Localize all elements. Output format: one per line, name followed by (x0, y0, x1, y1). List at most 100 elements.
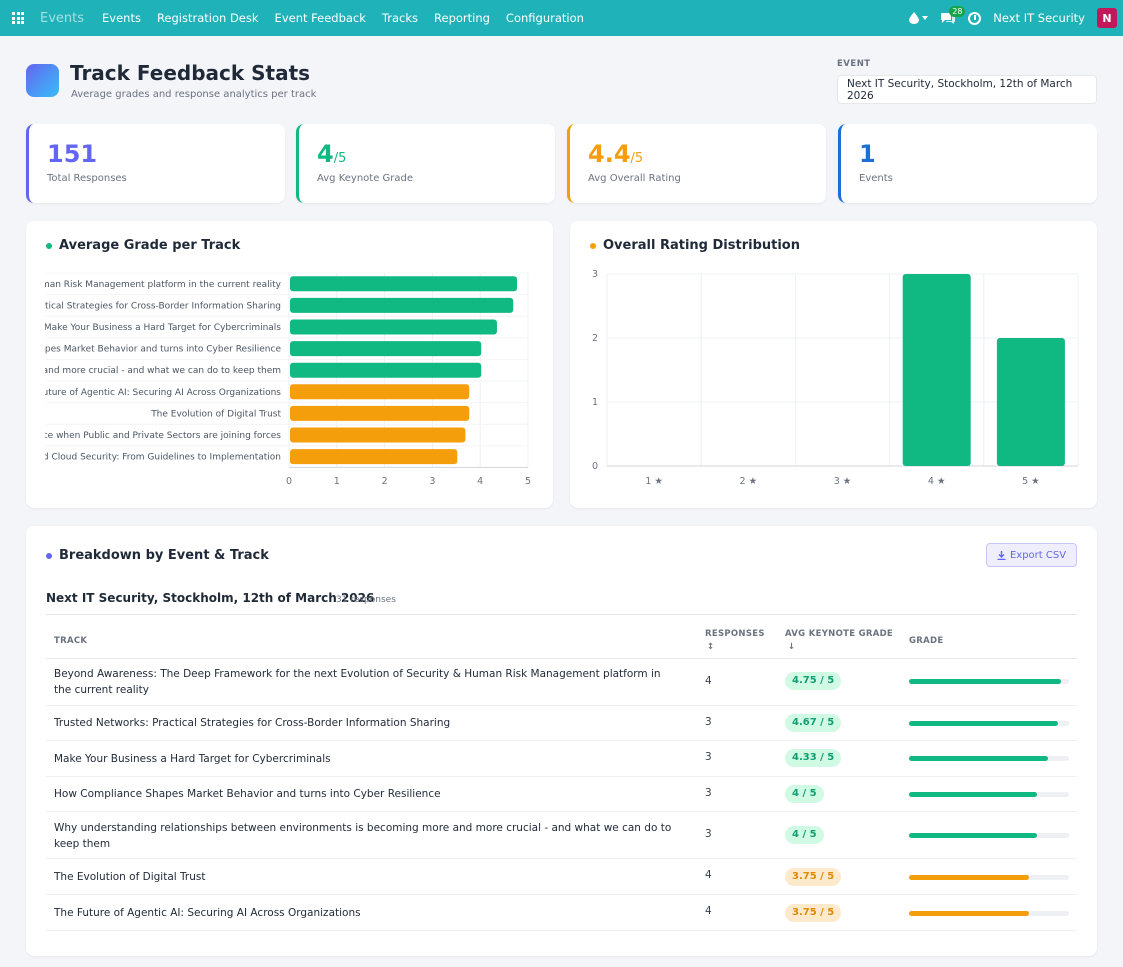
y-tick-label: 3 (592, 269, 598, 280)
event-group-count: 31 responses (336, 595, 396, 605)
response-count: 4 (705, 869, 712, 881)
grade-bar-fill (909, 833, 1037, 838)
bar (290, 341, 482, 357)
table-row[interactable]: Beyond Awareness: The Deep Framework for… (46, 659, 1077, 706)
export-csv-label: Export CSV (1009, 549, 1067, 561)
response-count: 4 (705, 675, 712, 687)
grade-badge: 3.75 / 5 (785, 868, 842, 886)
bar (290, 319, 497, 335)
kpi-total-responses: 151 Total Responses (26, 124, 285, 203)
x-tick-label: 3 ★ (834, 476, 852, 487)
grade-bar-fill (909, 679, 1061, 684)
kpi-value: 4 (317, 140, 334, 168)
y-tick-label: 2 (592, 333, 598, 344)
column-header-track[interactable]: TRACK (54, 636, 88, 646)
grade-bar-fill (909, 756, 1048, 761)
x-tick-label: 1 (334, 476, 340, 487)
theme-dropdown-button[interactable] (909, 12, 929, 24)
table-row[interactable]: Why understanding relationships between … (46, 812, 1077, 859)
breakdown-title: Breakdown by Event & Track (59, 548, 269, 563)
chart-title: Average Grade per Track (59, 238, 241, 253)
x-tick-label: 4 (477, 476, 483, 487)
y-tick-label: 0 (592, 461, 598, 472)
bar (290, 276, 518, 292)
section-dot (46, 243, 52, 249)
bar (290, 449, 458, 465)
grade-bar-fill (909, 875, 1029, 880)
kpi-events: 1 Events (838, 124, 1097, 203)
grade-badge: 4 / 5 (785, 785, 824, 803)
x-tick-label: 0 (286, 476, 292, 487)
response-count: 3 (705, 787, 712, 799)
nav-item-reporting[interactable]: Reporting (434, 11, 490, 25)
bar (996, 338, 1065, 466)
nav-item-configuration[interactable]: Configuration (505, 11, 584, 25)
track-name: Trusted Networks: Practical Strategies f… (54, 717, 451, 729)
event-filter-label: EVENT (837, 59, 871, 69)
y-tick-label: uman Risk Management platform in the cur… (35, 280, 281, 290)
section-dot (590, 243, 596, 249)
response-count: 3 (705, 716, 712, 728)
apps-menu-button[interactable] (0, 0, 36, 36)
x-tick-label: 2 ★ (740, 476, 758, 487)
column-header-responses[interactable]: RESPONSES (705, 629, 765, 639)
grade-bar (909, 833, 1069, 838)
caret-down-icon (922, 16, 929, 20)
kpi-unit: /5 (333, 151, 347, 166)
nav-item-events[interactable]: Events (102, 11, 141, 25)
sort-icon[interactable]: ↕ (707, 642, 715, 652)
grade-badge: 3.75 / 5 (785, 904, 842, 922)
nav-item-registration-desk[interactable]: Registration Desk (156, 11, 259, 25)
chart-title: Overall Rating Distribution (603, 238, 800, 253)
bar (290, 427, 466, 443)
table-row[interactable]: The Evolution of Digital Trust 4 3.75 / … (46, 859, 1077, 895)
kpi-value: 1 (859, 140, 876, 168)
user-avatar[interactable]: N (1097, 8, 1117, 28)
sort-desc-icon[interactable]: ↓ (788, 642, 796, 652)
x-tick-label: 1 ★ (645, 476, 663, 487)
export-csv-button[interactable]: Export CSV (986, 543, 1077, 567)
x-tick-label: 5 (525, 476, 531, 487)
bar (290, 362, 482, 378)
track-name: The Evolution of Digital Trust (54, 871, 206, 883)
kpi-unit: /5 (630, 151, 644, 166)
chat-icon (941, 13, 956, 24)
page-subtitle: Average grades and response analytics pe… (71, 89, 317, 100)
table-row[interactable] (46, 931, 1077, 967)
section-dot (46, 553, 52, 559)
grade-bar-fill (909, 911, 1029, 916)
top-navbar: Events Events Registration Desk Event Fe… (0, 0, 1123, 36)
column-header-grade[interactable]: GRADE (909, 636, 944, 646)
grade-bar (909, 721, 1069, 726)
rating-distribution-chart: 0 1 2 3 1 ★ 2 ★ 3 ★ 4 ★ 5 ★ (592, 269, 1079, 487)
response-count: 4 (705, 905, 712, 917)
table-header: TRACK RESPONSES ↕ AVG KEYNOTE GRADE ↓ GR… (46, 614, 1077, 659)
kpi-value: 4.4 (588, 140, 631, 168)
grid-icon (12, 12, 24, 24)
table-row[interactable]: Trusted Networks: Practical Strategies f… (46, 706, 1077, 741)
table-row[interactable]: Make Your Business a Hard Target for Cyb… (46, 741, 1077, 777)
bar (290, 405, 470, 421)
kpi-label: Events (859, 173, 893, 184)
grade-bar (909, 911, 1069, 916)
x-tick-label: 5 ★ (1022, 476, 1040, 487)
table-row[interactable]: The Future of Agentic AI: Securing AI Ac… (46, 895, 1077, 931)
track-name: How Compliance Shapes Market Behavior an… (54, 788, 441, 800)
event-select[interactable]: Next IT Security, Stockholm, 12th of Mar… (837, 75, 1097, 104)
app-brand[interactable]: Events (40, 10, 85, 26)
messages-button[interactable]: 28 (940, 6, 966, 24)
messages-count-badge: 28 (949, 6, 966, 17)
table-row[interactable]: How Compliance Shapes Market Behavior an… (46, 777, 1077, 812)
y-tick-label: uture of Agentic AI: Securing AI Across … (43, 388, 282, 398)
nav-item-event-feedback[interactable]: Event Feedback (274, 11, 366, 25)
grade-badge: 4 / 5 (785, 826, 824, 844)
bar (902, 274, 971, 466)
y-tick-label: 1 (592, 397, 598, 408)
company-switcher[interactable]: Next IT Security (993, 11, 1085, 25)
activity-clock-icon[interactable] (968, 11, 982, 25)
kpi-avg-overall-rating: 4.4/5 Avg Overall Rating (567, 124, 826, 203)
column-header-avg-keynote-grade[interactable]: AVG KEYNOTE GRADE (785, 629, 894, 639)
label-clip (26, 261, 45, 461)
response-count: 3 (705, 751, 712, 763)
nav-item-tracks[interactable]: Tracks (381, 11, 419, 25)
